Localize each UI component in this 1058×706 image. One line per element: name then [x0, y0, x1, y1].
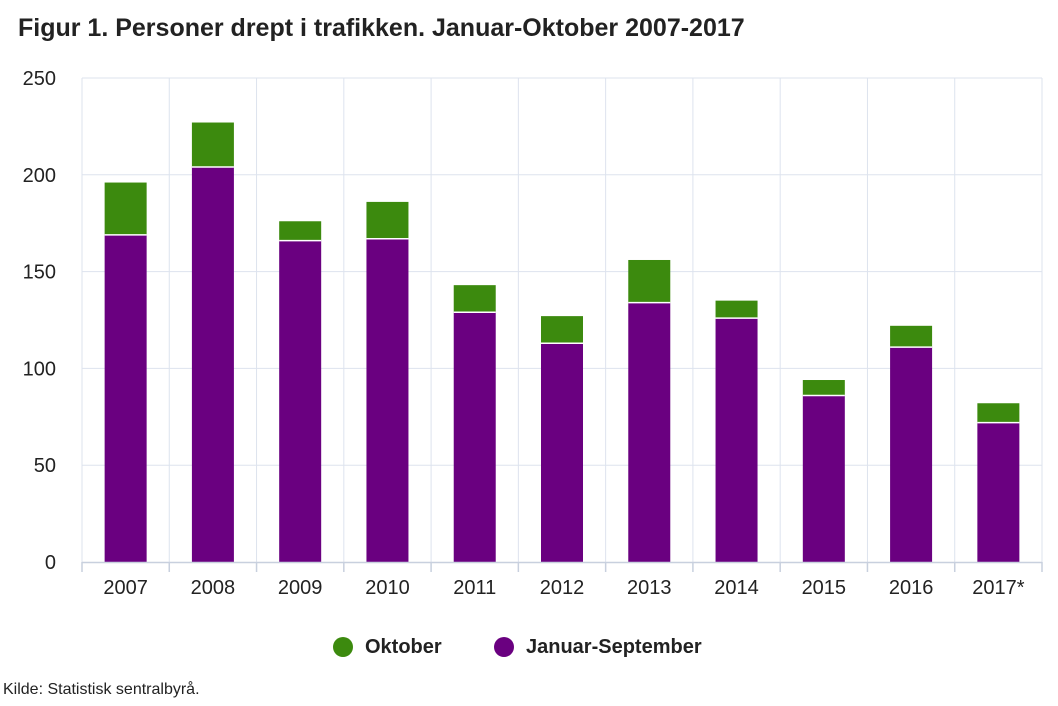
bar-januar-september-2008[interactable] — [191, 167, 234, 562]
bar-januar-september-2007[interactable] — [104, 234, 147, 563]
bar-januar-september-2013[interactable] — [628, 302, 671, 562]
bar-januar-september-2012[interactable] — [541, 343, 583, 562]
x-tick-label-2010: 2010 — [365, 577, 410, 599]
bar-januar-september-2017[interactable] — [977, 422, 1020, 562]
y-tick-label-150: 150 — [23, 262, 56, 284]
bar-oktober-2016[interactable] — [890, 325, 933, 348]
x-tick-label-2008: 2008 — [191, 577, 236, 599]
bar-oktober-2014[interactable] — [715, 300, 758, 319]
legend-januar-september-marker — [494, 637, 514, 657]
legend-oktober-marker — [333, 637, 353, 657]
bar-oktober-2011[interactable] — [453, 285, 496, 313]
x-tick-label-2007: 2007 — [103, 577, 148, 599]
bar-januar-september-2014[interactable] — [715, 318, 758, 562]
y-tick-label-50: 50 — [34, 455, 56, 477]
x-tick-label-2009: 2009 — [278, 577, 323, 599]
bar-oktober-2017[interactable] — [977, 403, 1020, 423]
bar-oktober-2015[interactable] — [802, 380, 845, 396]
stacked-bar-chart: 0 50 100 150 200 250 2007 2008 2009 2010 2011 2012 2… — [23, 68, 1043, 599]
x-tick-label-2017: 2017* — [972, 577, 1024, 599]
bar-januar-september-2011[interactable] — [453, 312, 496, 562]
y-tick-label-200: 200 — [23, 165, 56, 187]
source-note: Kilde: Statistisk sentralbyrå. — [3, 681, 200, 698]
bar-oktober-2009[interactable] — [279, 221, 322, 241]
bar-januar-september-2015[interactable] — [802, 395, 845, 562]
bar-oktober-2007[interactable] — [104, 182, 147, 235]
legend-januar-september-label: Januar-September — [526, 635, 702, 658]
legend-item-oktober[interactable]: Oktober — [333, 632, 442, 662]
bar-januar-september-2016[interactable] — [890, 347, 933, 562]
legend-item-januar-september[interactable]: Januar-September — [494, 632, 702, 662]
legend-oktober-label: Oktober — [365, 635, 442, 658]
x-tick-label-2013: 2013 — [627, 577, 672, 599]
bar-januar-september-2009[interactable] — [279, 240, 322, 562]
x-tick-label-2015: 2015 — [802, 577, 847, 599]
y-tick-label-100: 100 — [23, 358, 56, 380]
x-tick-label-2012: 2012 — [540, 577, 585, 599]
bar-januar-september-2010[interactable] — [366, 238, 409, 563]
x-tick-label-2011: 2011 — [453, 577, 496, 599]
chart-title: Figur 1. Personer drept i trafikken. Jan… — [18, 14, 745, 42]
bar-oktober-2008[interactable] — [191, 122, 234, 168]
bar-oktober-2012[interactable] — [541, 316, 583, 344]
x-tick-label-2016: 2016 — [889, 577, 934, 599]
legend: Oktober Januar-September — [0, 632, 1058, 662]
x-tick-label-2014: 2014 — [714, 577, 759, 599]
bar-oktober-2013[interactable] — [628, 259, 671, 303]
bar-oktober-2010[interactable] — [366, 201, 409, 239]
y-tick-label-250: 250 — [23, 68, 56, 90]
y-tick-label-0: 0 — [45, 552, 56, 574]
